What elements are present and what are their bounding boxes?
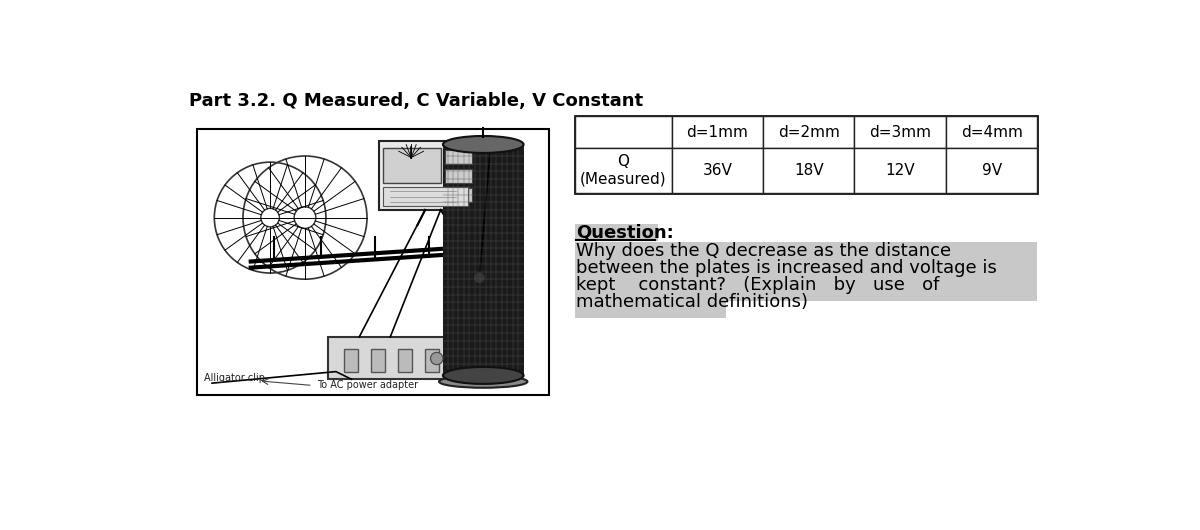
Bar	[763, 148, 854, 193]
Bar	[379, 140, 479, 210]
Bar	[575, 224, 659, 241]
Bar	[946, 148, 1037, 193]
Bar	[763, 116, 854, 148]
Bar	[575, 299, 726, 317]
Circle shape	[475, 273, 484, 282]
Bar	[444, 150, 472, 164]
Text: To AC power adapter: To AC power adapter	[317, 381, 418, 391]
Text: 12V: 12V	[886, 163, 916, 178]
Text: between the plates is increased and voltage is: between the plates is increased and volt…	[576, 259, 997, 277]
Ellipse shape	[439, 375, 528, 388]
Bar	[425, 349, 439, 372]
Bar	[444, 169, 472, 183]
Text: d=1mm: d=1mm	[686, 125, 749, 139]
Bar	[383, 187, 468, 206]
Text: Alligator clip: Alligator clip	[204, 373, 265, 383]
Bar	[443, 145, 523, 375]
Bar	[343, 349, 358, 372]
Bar	[854, 116, 946, 148]
Bar	[371, 349, 385, 372]
Text: d=3mm: d=3mm	[869, 125, 931, 139]
Text: 36V: 36V	[702, 163, 732, 178]
Text: kept    constant?   (Explain   by   use   of: kept constant? (Explain by use of	[576, 276, 940, 294]
Bar	[197, 129, 550, 395]
Bar	[329, 337, 452, 379]
Bar	[575, 116, 1037, 193]
Bar	[444, 188, 472, 202]
Bar	[672, 116, 763, 148]
Bar	[575, 148, 672, 193]
Text: d=2mm: d=2mm	[778, 125, 840, 139]
Text: 18V: 18V	[794, 163, 823, 178]
Bar	[575, 116, 672, 148]
Bar	[575, 242, 1037, 301]
Text: d=4mm: d=4mm	[961, 125, 1022, 139]
Bar	[398, 349, 412, 372]
Ellipse shape	[443, 367, 523, 384]
Bar	[383, 148, 440, 183]
Text: Part 3.2. Q Measured, C Variable, V Constant: Part 3.2. Q Measured, C Variable, V Cons…	[188, 92, 643, 110]
Ellipse shape	[443, 136, 523, 153]
Text: mathematical definitions): mathematical definitions)	[576, 293, 809, 311]
Text: Why does the Q decrease as the distance: Why does the Q decrease as the distance	[576, 242, 952, 260]
Bar	[854, 148, 946, 193]
Text: Question:: Question:	[576, 223, 674, 241]
Circle shape	[431, 352, 443, 365]
Text: 9V: 9V	[982, 163, 1002, 178]
Bar	[672, 148, 763, 193]
Bar	[946, 116, 1037, 148]
Text: Q
(Measured): Q (Measured)	[580, 154, 666, 187]
